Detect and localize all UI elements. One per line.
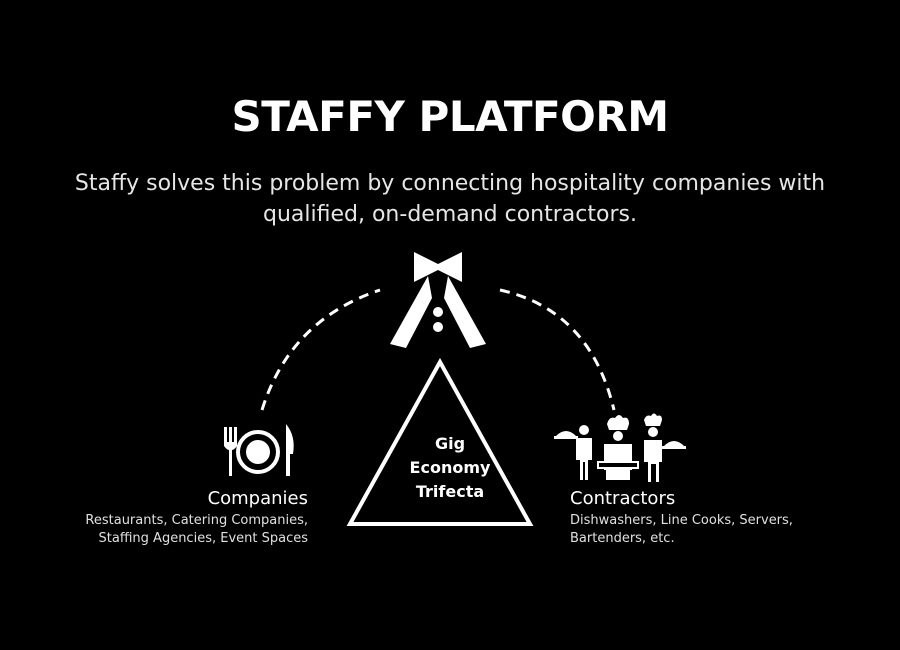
contractors-description-line2: Bartenders, etc.: [570, 531, 675, 546]
page-title: STAFFY PLATFORM: [231, 92, 669, 141]
plate-cutlery-icon: [224, 424, 294, 476]
connector-arc-left: [260, 288, 381, 411]
trifecta-triangle: [346, 357, 534, 526]
connector-arc-right: [499, 288, 616, 411]
contractors-description: Dishwashers, Line Cooks, Servers, Barten…: [570, 512, 830, 548]
companies-description: Restaurants, Catering Companies, Staffin…: [48, 512, 308, 548]
companies-description-line2: Staffing Agencies, Event Spaces: [98, 531, 308, 546]
companies-description-line1: Restaurants, Catering Companies,: [85, 513, 308, 528]
trifecta-label-line1: Gig: [434, 434, 466, 453]
trifecta-label-line2: Economy: [409, 458, 491, 477]
hospitality-workers-icon: [554, 413, 686, 482]
page-subtitle: Staffy solves this problem by connecting…: [74, 171, 826, 227]
contractors-description-line1: Dishwashers, Line Cooks, Servers,: [570, 513, 793, 528]
trifecta-label-line3: Trifecta: [415, 482, 485, 501]
contractors-title: Contractors: [570, 488, 676, 509]
staffy-tuxedo-logo-icon: [390, 252, 486, 348]
trifecta-label: Gig Economy Trifecta: [380, 432, 520, 504]
companies-title: Companies: [207, 488, 308, 509]
